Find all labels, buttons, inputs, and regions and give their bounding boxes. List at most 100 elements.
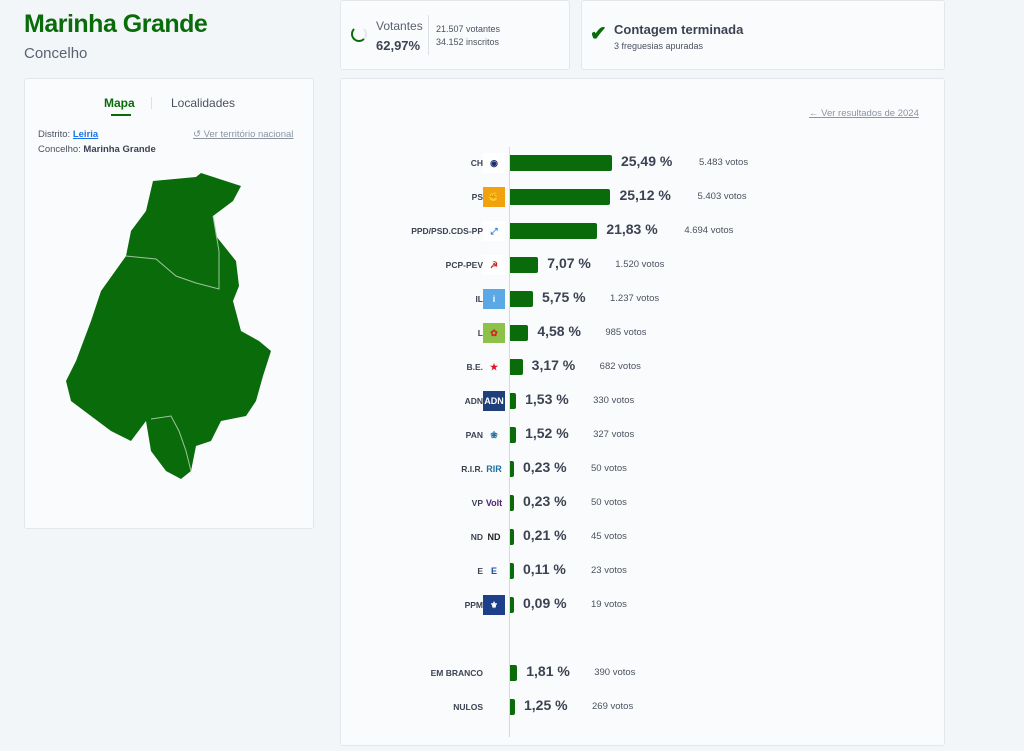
ad-logo-icon: ⤢	[483, 221, 505, 241]
result-bar	[510, 529, 514, 545]
result-bar	[510, 223, 598, 239]
result-percent: 25,12 %	[619, 187, 671, 203]
count-status-title: Contagem terminada	[614, 22, 744, 37]
result-percent: 0,11 %	[523, 561, 566, 577]
result-percent: 0,23 %	[523, 493, 567, 509]
count-status-subtitle: 3 freguesias apuradas	[614, 41, 704, 51]
result-row[interactable]: PPD/PSD.CDS-PP ⤢ 21,83 % 4.694 votos	[341, 219, 941, 243]
turnout-card: Votantes 62,97% 21.507 votantes 34.152 i…	[340, 0, 570, 70]
turnout-label: Votantes	[376, 19, 423, 33]
count-status-card: ✔ Contagem terminada 3 freguesias apurad…	[581, 0, 945, 70]
result-votes: 19 votos	[591, 599, 627, 610]
chega-logo-icon: ◉	[483, 153, 505, 173]
map-panel: Mapa Localidades Distrito: Leiria Concel…	[24, 78, 314, 529]
tab-localities[interactable]: Localidades	[171, 96, 236, 110]
result-percent: 1,52 %	[525, 425, 569, 441]
result-bar	[510, 189, 611, 205]
ergue-te-logo-icon: E	[490, 566, 497, 576]
result-row[interactable]: PPM ⚜ 0,09 % 19 votos	[341, 593, 941, 617]
result-percent: 3,17 %	[531, 357, 576, 373]
result-row[interactable]: VP Volt 0,23 % 50 votos	[341, 491, 941, 515]
party-name: NULOS	[453, 702, 483, 712]
result-bar	[510, 495, 514, 511]
ps-fist-logo-icon: ✊	[483, 187, 505, 207]
result-row[interactable]: CH ◉ 25,49 % 5.483 votos	[341, 151, 941, 175]
result-bar	[510, 291, 533, 307]
result-percent: 1,53 %	[525, 391, 569, 407]
result-row[interactable]: E E 0,11 % 23 votos	[341, 559, 941, 583]
national-territory-link[interactable]: ↺ Ver território nacional	[193, 129, 293, 140]
result-row[interactable]: ND ND 0,21 % 45 votos	[341, 525, 941, 549]
result-row[interactable]: R.I.R. RIR 0,23 % 50 votos	[341, 457, 941, 481]
party-name: CH	[470, 158, 483, 168]
result-row[interactable]: NULOS 1,25 % 269 votos	[341, 695, 941, 719]
result-votes: 682 votos	[599, 361, 641, 372]
result-row[interactable]: PCP-PEV ☭ 7,07 % 1.520 votos	[341, 253, 941, 277]
result-votes: 50 votos	[591, 463, 627, 474]
result-percent: 1,25 %	[524, 697, 568, 713]
party-name: VP	[471, 498, 483, 508]
result-votes: 1.520 votos	[615, 259, 665, 270]
pan-logo-icon: ❀	[490, 429, 498, 440]
voters-count: 21.507 votantes	[436, 24, 501, 34]
party-name: L	[477, 328, 483, 338]
result-bar	[510, 257, 539, 273]
il-logo-icon: i	[483, 289, 505, 309]
parish-border	[125, 215, 220, 290]
ppm-logo-icon: ⚜	[483, 595, 505, 615]
result-row[interactable]: PAN ❀ 1,52 % 327 votos	[341, 423, 941, 447]
party-name: ND	[470, 532, 483, 542]
result-row[interactable]: L ✿ 4,58 % 985 votos	[341, 321, 941, 345]
active-tab-indicator	[111, 114, 131, 116]
reset-icon: ↺	[193, 129, 201, 140]
result-bar	[510, 393, 517, 409]
result-percent: 0,21 %	[523, 527, 567, 543]
result-bar	[510, 427, 517, 443]
volt-logo-icon: Volt	[485, 498, 503, 508]
party-name: EM BRANCO	[430, 668, 483, 678]
result-votes: 390 votos	[594, 667, 636, 678]
result-votes: 50 votos	[591, 497, 627, 508]
rir-logo-icon: RIR	[486, 464, 502, 474]
party-name: R.I.R.	[461, 464, 483, 474]
result-bar	[510, 665, 518, 681]
result-bar	[510, 325, 529, 341]
turnout-percent: 62,97%	[376, 38, 421, 53]
party-name: PCP-PEV	[445, 260, 483, 270]
result-percent: 1,81 %	[526, 663, 570, 679]
result-percent: 0,23 %	[523, 459, 567, 475]
result-percent: 0,09 %	[523, 595, 567, 611]
result-row[interactable]: PS ✊ 25,12 % 5.403 votos	[341, 185, 941, 209]
municipality-name: Marinha Grande	[83, 144, 156, 155]
municipality-map	[66, 173, 271, 479]
registered-count: 34.152 inscritos	[436, 37, 500, 47]
result-bar	[510, 461, 514, 477]
result-row[interactable]: ADN ADN 1,53 % 330 votos	[341, 389, 941, 413]
result-bar	[510, 563, 514, 579]
party-name: ADN	[464, 396, 483, 406]
district-label: Distrito:	[38, 129, 71, 140]
previous-results-link[interactable]: ← Ver resultados de 2024	[809, 108, 919, 119]
turnout-ring-icon	[351, 26, 367, 42]
result-percent: 25,49 %	[620, 153, 673, 169]
result-row[interactable]: EM BRANCO 1,81 % 390 votos	[341, 661, 941, 685]
result-percent: 7,07 %	[547, 255, 591, 271]
result-bar	[510, 155, 612, 171]
national-territory-link-text: Ver território nacional	[203, 129, 294, 140]
page-subtitle: Concelho	[24, 45, 88, 62]
result-percent: 5,75 %	[542, 289, 586, 305]
result-votes: 4.694 votos	[684, 225, 734, 236]
district-link[interactable]: Leiria	[72, 129, 99, 140]
result-percent: 4,58 %	[537, 323, 581, 339]
result-row[interactable]: IL i 5,75 % 1.237 votos	[341, 287, 941, 311]
result-bar	[510, 699, 515, 715]
result-row[interactable]: B.E. ★ 3,17 % 682 votos	[341, 355, 941, 379]
party-name: B.E.	[466, 362, 483, 372]
municipality-label: Concelho:	[38, 144, 81, 155]
nd-logo-icon: ND	[487, 532, 501, 542]
parish-border	[150, 415, 192, 472]
tab-map[interactable]: Mapa	[104, 96, 135, 110]
map-region[interactable]	[66, 173, 271, 479]
result-votes: 269 votos	[592, 701, 634, 712]
results-panel: ← Ver resultados de 2024 CH ◉ 25,49 % 5.483…	[340, 78, 945, 746]
